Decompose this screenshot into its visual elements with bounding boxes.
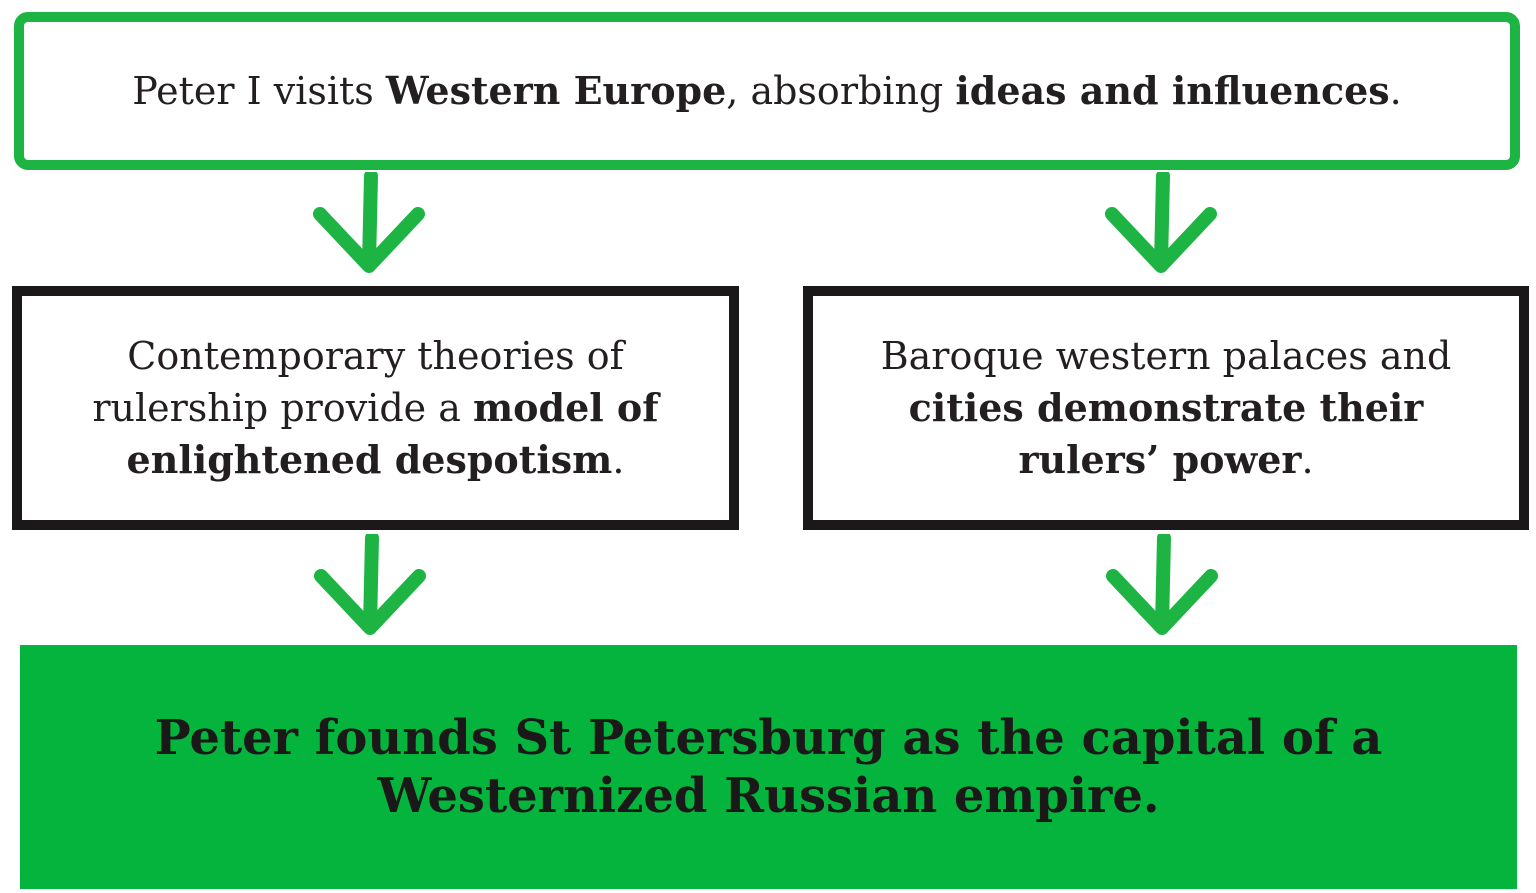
right-box-text: Baroque western palaces and cities demon…	[846, 331, 1486, 486]
top-text-2: , absorbing	[726, 68, 956, 113]
right-text-1: Baroque western palaces and	[880, 333, 1452, 378]
arrow-down-icon	[310, 172, 430, 282]
top-text-bold-1: Western Europe	[385, 67, 727, 113]
top-box-text: Peter I visits Western Europe, absorbing…	[132, 68, 1402, 115]
arrow-down-icon	[1102, 172, 1222, 282]
left-text-2: .	[612, 437, 625, 482]
top-text-3: .	[1389, 68, 1402, 113]
right-text-bold: cities demonstrate their rulers’ power	[908, 384, 1424, 482]
bottom-box: Peter founds St Petersburg as the capita…	[20, 645, 1517, 889]
top-box: Peter I visits Western Europe, absorbing…	[14, 12, 1520, 170]
bottom-box-text: Peter founds St Petersburg as the capita…	[154, 710, 1383, 824]
left-box: Contemporary theories of rulership provi…	[12, 286, 739, 530]
top-text-1: Peter I visits	[132, 68, 386, 113]
right-text-2: .	[1301, 437, 1314, 482]
left-text-1: Contemporary theories of rulership provi…	[92, 333, 624, 430]
right-box: Baroque western palaces and cities demon…	[803, 286, 1529, 530]
top-text-bold-2: ideas and influences	[955, 67, 1390, 113]
arrow-down-icon	[1103, 534, 1223, 644]
arrow-down-icon	[311, 534, 431, 644]
left-box-text: Contemporary theories of rulership provi…	[56, 331, 696, 486]
left-text-bold: model of enlightened despotism	[126, 384, 659, 482]
